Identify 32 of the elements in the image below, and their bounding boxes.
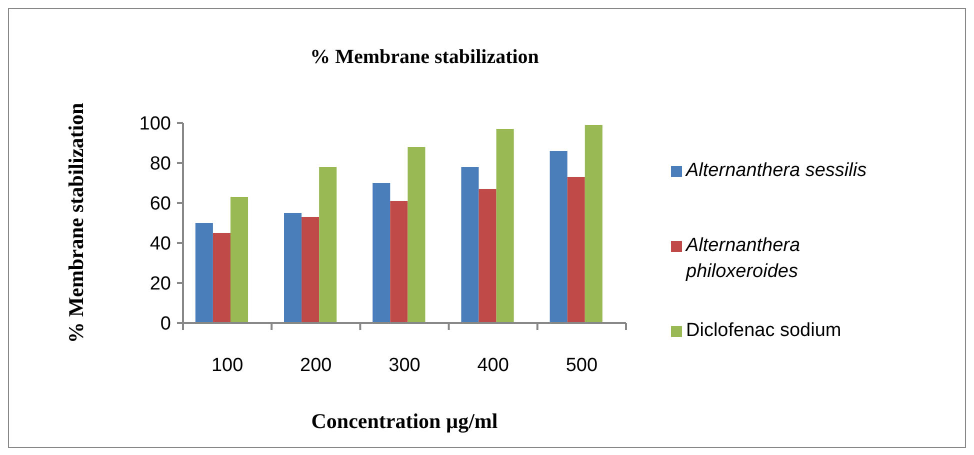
bar: [584, 125, 602, 323]
x-tick-label: 400: [477, 355, 509, 376]
bar: [478, 189, 496, 323]
bar: [195, 223, 213, 323]
x-axis-title: Concentration µg/ml: [311, 409, 498, 433]
bar: [408, 147, 426, 323]
y-tick-label: 80: [150, 154, 171, 175]
y-tick-label: 20: [150, 274, 171, 295]
x-tick-label: 200: [300, 355, 332, 376]
y-axis-title: % Membrane stabilization: [64, 102, 88, 344]
bar: [390, 201, 408, 323]
bar: [230, 197, 248, 323]
legend-label: Diclofenac sodium: [686, 320, 842, 341]
bar: [284, 213, 302, 323]
y-tick-label: 100: [139, 114, 171, 135]
legend-label: Alternanthera philoxeroides: [685, 235, 800, 282]
y-tick-label: 40: [150, 234, 171, 255]
x-tick-label: 300: [388, 355, 420, 376]
legend-label: Alternanthera sessilis: [685, 160, 868, 181]
x-tick-label: 500: [566, 355, 598, 376]
bar: [567, 177, 585, 323]
bar: [372, 183, 390, 323]
bar: [212, 233, 230, 323]
bar: [550, 151, 568, 323]
bar: [319, 167, 337, 323]
x-tick-label: 100: [211, 355, 244, 376]
bar: [302, 217, 320, 323]
y-tick-label: 0: [160, 314, 171, 335]
bar: [461, 167, 479, 323]
y-tick-label: 60: [150, 194, 171, 215]
chart-title: % Membrane stabilization: [310, 46, 539, 68]
bar: [496, 129, 514, 323]
